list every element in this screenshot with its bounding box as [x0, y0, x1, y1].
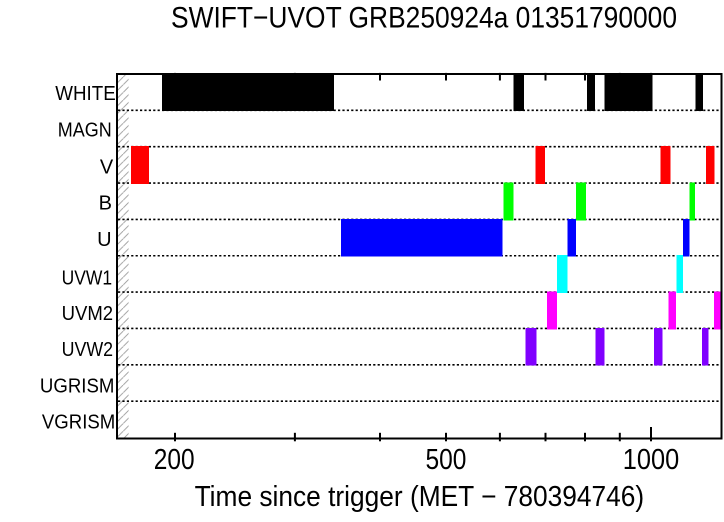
svg-text:MAGN: MAGN: [58, 119, 112, 141]
svg-text:B: B: [99, 192, 112, 214]
svg-text:UVM2: UVM2: [62, 303, 114, 325]
svg-text:Time since trigger (MET − 7803: Time since trigger (MET − 780394746): [195, 481, 645, 513]
svg-text:UVW2: UVW2: [62, 339, 114, 361]
svg-text:1000: 1000: [623, 444, 679, 476]
svg-text:WHITE: WHITE: [55, 83, 115, 105]
svg-text:UVW1: UVW1: [62, 268, 113, 290]
svg-text:200: 200: [154, 444, 195, 476]
svg-text:VGRISM: VGRISM: [42, 412, 115, 434]
svg-text:UGRISM: UGRISM: [40, 376, 115, 398]
svg-text:V: V: [100, 157, 114, 179]
svg-text:U: U: [97, 229, 111, 251]
svg-text:SWIFT−UVOT GRB250924a 01351790: SWIFT−UVOT GRB250924a 01351790000: [171, 1, 677, 34]
svg-text:500: 500: [426, 444, 467, 476]
